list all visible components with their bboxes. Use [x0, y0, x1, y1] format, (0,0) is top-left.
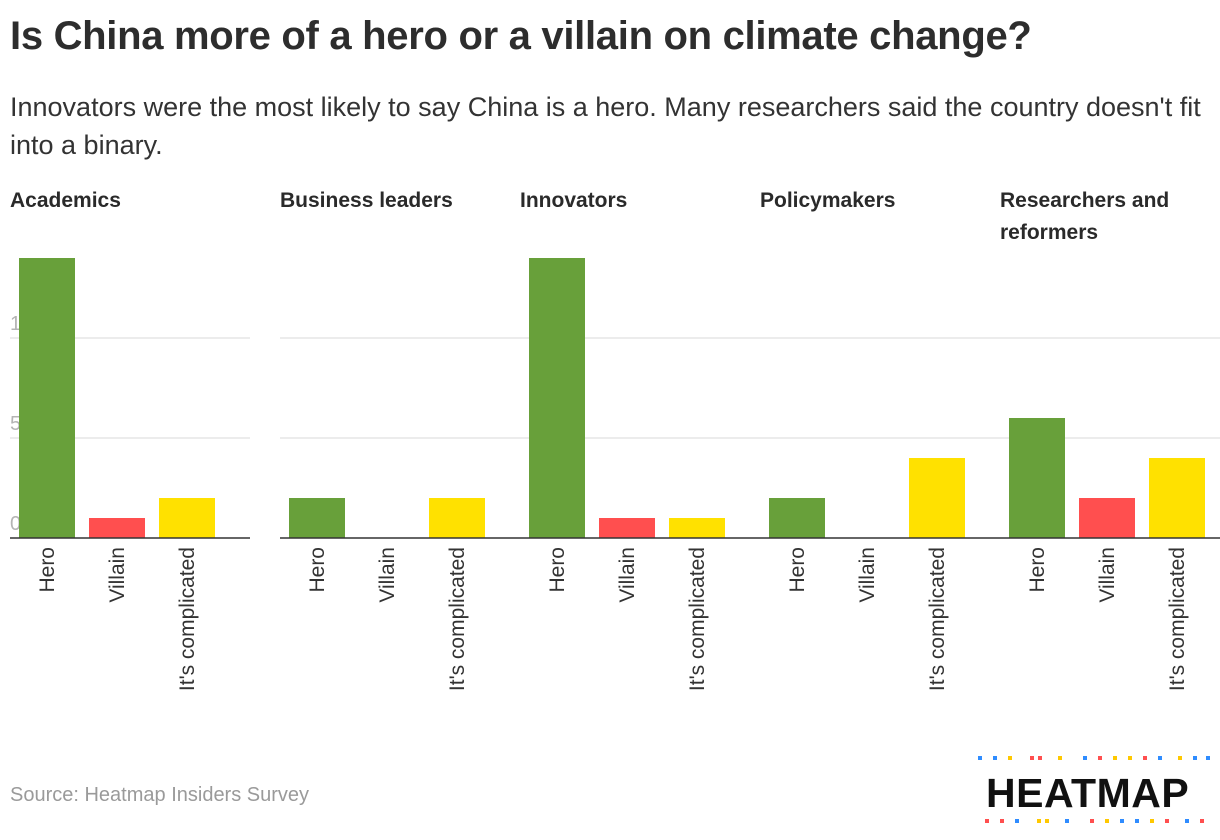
y-tick-label-5: 5 [10, 413, 21, 435]
chart-title: Is China more of a hero or a villain on … [10, 14, 1032, 58]
logo-dot [1083, 756, 1087, 760]
logo-dot [1158, 756, 1162, 760]
logo-dot [1178, 756, 1182, 760]
heatmap-logo: HEATMAP [978, 756, 1210, 824]
panel-title-researchers-and-reformers: Researchers and reformers [1000, 189, 1169, 244]
bar-business-leaders-it-s-complicated [429, 498, 485, 538]
category-label-researchers-and-reformers-hero: Hero [1026, 547, 1049, 593]
logo-dot [1000, 819, 1004, 823]
category-label-academics-hero: Hero [36, 547, 59, 593]
logo-dot [1058, 756, 1062, 760]
logo-dot [1030, 756, 1034, 760]
logo-dot [1065, 819, 1069, 823]
logo-dot [1200, 819, 1204, 823]
logo-dot [1120, 819, 1124, 823]
y-tick-label-0: 0 [10, 513, 21, 535]
logo-dots-top [978, 756, 1210, 760]
logo-dot [1135, 819, 1139, 823]
chart-area: 0510HeroVillainIt's complicatedAcademics… [10, 189, 1220, 691]
logo-dot [1045, 819, 1049, 823]
logo-dot [1037, 819, 1041, 823]
logo-dot [1098, 756, 1102, 760]
category-label-researchers-and-reformers-villain: Villain [1096, 547, 1119, 603]
logo-dot [1150, 819, 1154, 823]
logo-dot [1185, 819, 1189, 823]
logo-dot [1128, 756, 1132, 760]
logo-dot [978, 756, 982, 760]
category-label-business-leaders-hero: Hero [306, 547, 329, 593]
logo-dot [1113, 756, 1117, 760]
bar-researchers-and-reformers-it-s-complicated [1149, 458, 1205, 538]
chart-subtitle: Innovators were the most likely to say C… [10, 92, 1201, 160]
logo-dot [1105, 819, 1109, 823]
logo-dots-bottom [978, 819, 1210, 823]
bar-policymakers-hero [769, 498, 825, 538]
source-note: Source: Heatmap Insiders Survey [10, 784, 310, 806]
category-label-policymakers-it-s-complicated: It's complicated [926, 547, 949, 691]
logo-dot [993, 756, 997, 760]
logo-dot [1206, 756, 1210, 760]
category-label-policymakers-villain: Villain [856, 547, 879, 603]
bar-innovators-it-s-complicated [669, 518, 725, 538]
category-label-business-leaders-villain: Villain [376, 547, 399, 603]
category-label-innovators-hero: Hero [546, 547, 569, 593]
bar-innovators-villain [599, 518, 655, 538]
category-label-innovators-it-s-complicated: It's complicated [686, 547, 709, 691]
bar-policymakers-it-s-complicated [909, 458, 965, 538]
bar-innovators-hero [529, 258, 585, 538]
bar-academics-villain [89, 518, 145, 538]
bar-academics-hero [19, 258, 75, 538]
logo-text: HEATMAP [986, 770, 1190, 816]
bar-academics-it-s-complicated [159, 498, 215, 538]
logo-dot [1015, 819, 1019, 823]
bar-business-leaders-hero [289, 498, 345, 538]
logo-dot [1008, 756, 1012, 760]
category-label-academics-it-s-complicated: It's complicated [176, 547, 199, 691]
category-label-policymakers-hero: Hero [786, 547, 809, 593]
panel-title-business-leaders: Business leaders [280, 189, 453, 212]
panel-title-innovators: Innovators [520, 189, 627, 212]
bar-researchers-and-reformers-hero [1009, 418, 1065, 538]
category-label-innovators-villain: Villain [616, 547, 639, 603]
bar-researchers-and-reformers-villain [1079, 498, 1135, 538]
logo-dot [1090, 819, 1094, 823]
logo-dot [1193, 756, 1197, 760]
panel-title-policymakers: Policymakers [760, 189, 895, 212]
category-label-researchers-and-reformers-it-s-complicated: It's complicated [1166, 547, 1189, 691]
category-label-business-leaders-it-s-complicated: It's complicated [446, 547, 469, 691]
logo-dot [1165, 819, 1169, 823]
logo-dot [1038, 756, 1042, 760]
category-label-academics-villain: Villain [106, 547, 129, 603]
logo-dot [1143, 756, 1147, 760]
panel-title-academics: Academics [10, 189, 121, 212]
logo-dot [985, 819, 989, 823]
